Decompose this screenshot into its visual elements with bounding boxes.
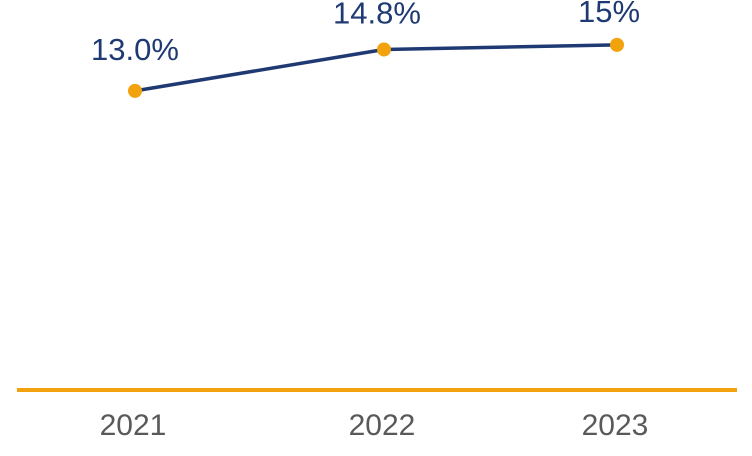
x-tick-labels-layer: 2021 2022 2023 <box>100 409 649 442</box>
data-label-2021: 13.0% <box>91 32 179 67</box>
data-point-2023 <box>610 37 624 52</box>
data-point-2021 <box>128 83 142 98</box>
series-line <box>134 43 618 93</box>
data-label-2023: 15% <box>578 0 640 29</box>
data-point-2022 <box>377 42 391 57</box>
data-labels-layer: 13.0% 14.8% 15% <box>91 0 640 67</box>
x-tick-label-2023: 2023 <box>582 409 649 442</box>
data-label-2022: 14.8% <box>333 0 421 30</box>
x-tick-label-2021: 2021 <box>100 409 167 442</box>
points-layer <box>128 37 624 98</box>
x-tick-label-2022: 2022 <box>349 409 416 442</box>
